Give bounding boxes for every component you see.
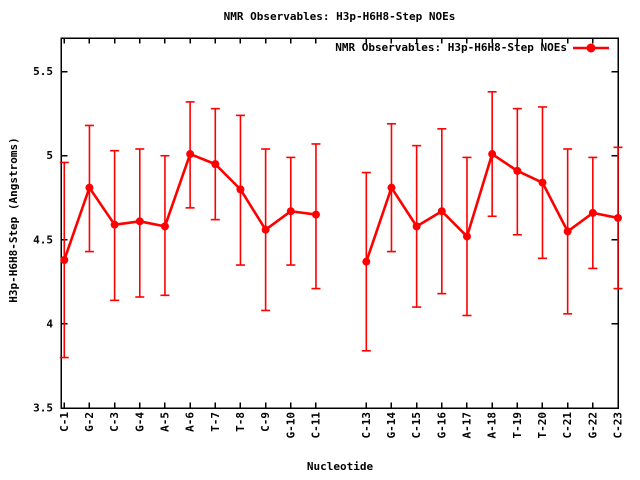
x-tick-label: C-3: [108, 412, 121, 432]
y-tick-label: 4.5: [33, 233, 53, 246]
x-tick-label: A-6: [184, 412, 197, 432]
data-point: [513, 166, 522, 175]
data-point: [538, 178, 547, 187]
data-point: [563, 227, 572, 236]
x-tick-label: C-9: [259, 412, 272, 432]
data-point: [412, 222, 421, 231]
data-point: [488, 150, 497, 159]
x-axis-label: Nucleotide: [306, 460, 374, 473]
chart-title: NMR Observables: H3p-H6H8-Step NOEs: [223, 10, 456, 23]
x-tick-label: A-18: [486, 412, 499, 439]
data-point: [211, 160, 220, 169]
x-tick-label: C-21: [561, 412, 574, 439]
data-point: [614, 213, 622, 222]
x-tick-label: C-1: [58, 412, 71, 432]
data-point: [236, 185, 245, 194]
data-point: [186, 150, 195, 159]
x-tick-label: T-19: [511, 412, 524, 439]
y-tick-label: 5.5: [33, 65, 53, 78]
data-point: [135, 217, 144, 226]
data-point: [362, 257, 371, 266]
series-line: [63, 152, 619, 263]
x-tick-label: G-4: [133, 412, 146, 432]
x-tick-label: G-14: [385, 412, 398, 439]
data-point: [60, 256, 69, 264]
data-point: [462, 232, 471, 241]
x-tick-label: C-23: [612, 412, 625, 439]
data-point: [261, 225, 270, 234]
y-tick-label: 5: [46, 149, 53, 162]
legend-sample: [573, 43, 609, 53]
x-tick-label: T-8: [234, 412, 247, 432]
data-point: [437, 207, 446, 216]
data-point: [588, 208, 597, 217]
x-tick-label: T-7: [209, 412, 222, 432]
data-point: [110, 220, 119, 229]
x-tick-label: G-2: [83, 412, 96, 432]
axis-ticks: [61, 38, 619, 409]
x-tick-label: C-11: [309, 412, 322, 439]
legend-label: NMR Observables: H3p-H6H8-Step NOEs: [335, 41, 567, 54]
x-tick-label: G-16: [435, 412, 448, 439]
x-tick-labels: C-1 G-2 C-3 G-4 A-5 A-6 T-7 T-8 C-9 G-10 C-11 C-13 G…: [58, 412, 625, 439]
y-tick-labels: 3.5 4 4.5 5 5.5: [33, 65, 53, 414]
x-tick-label: G-22: [586, 412, 599, 439]
x-tick-label: A-17: [460, 412, 473, 439]
data-point: [311, 210, 320, 219]
data-point: [387, 183, 396, 192]
data-point: [85, 183, 94, 192]
x-tick-label: C-15: [410, 412, 423, 439]
x-tick-label: G-10: [284, 412, 297, 439]
y-tick-label: 3.5: [33, 402, 53, 415]
x-tick-label: T-20: [536, 412, 549, 439]
data-points: [60, 150, 622, 266]
data-point: [160, 222, 169, 231]
y-tick-label: 4: [46, 317, 53, 330]
x-tick-label: C-13: [360, 412, 373, 439]
error-bars: [59, 91, 623, 359]
data-point: [286, 207, 295, 216]
x-tick-label: A-5: [158, 412, 171, 432]
